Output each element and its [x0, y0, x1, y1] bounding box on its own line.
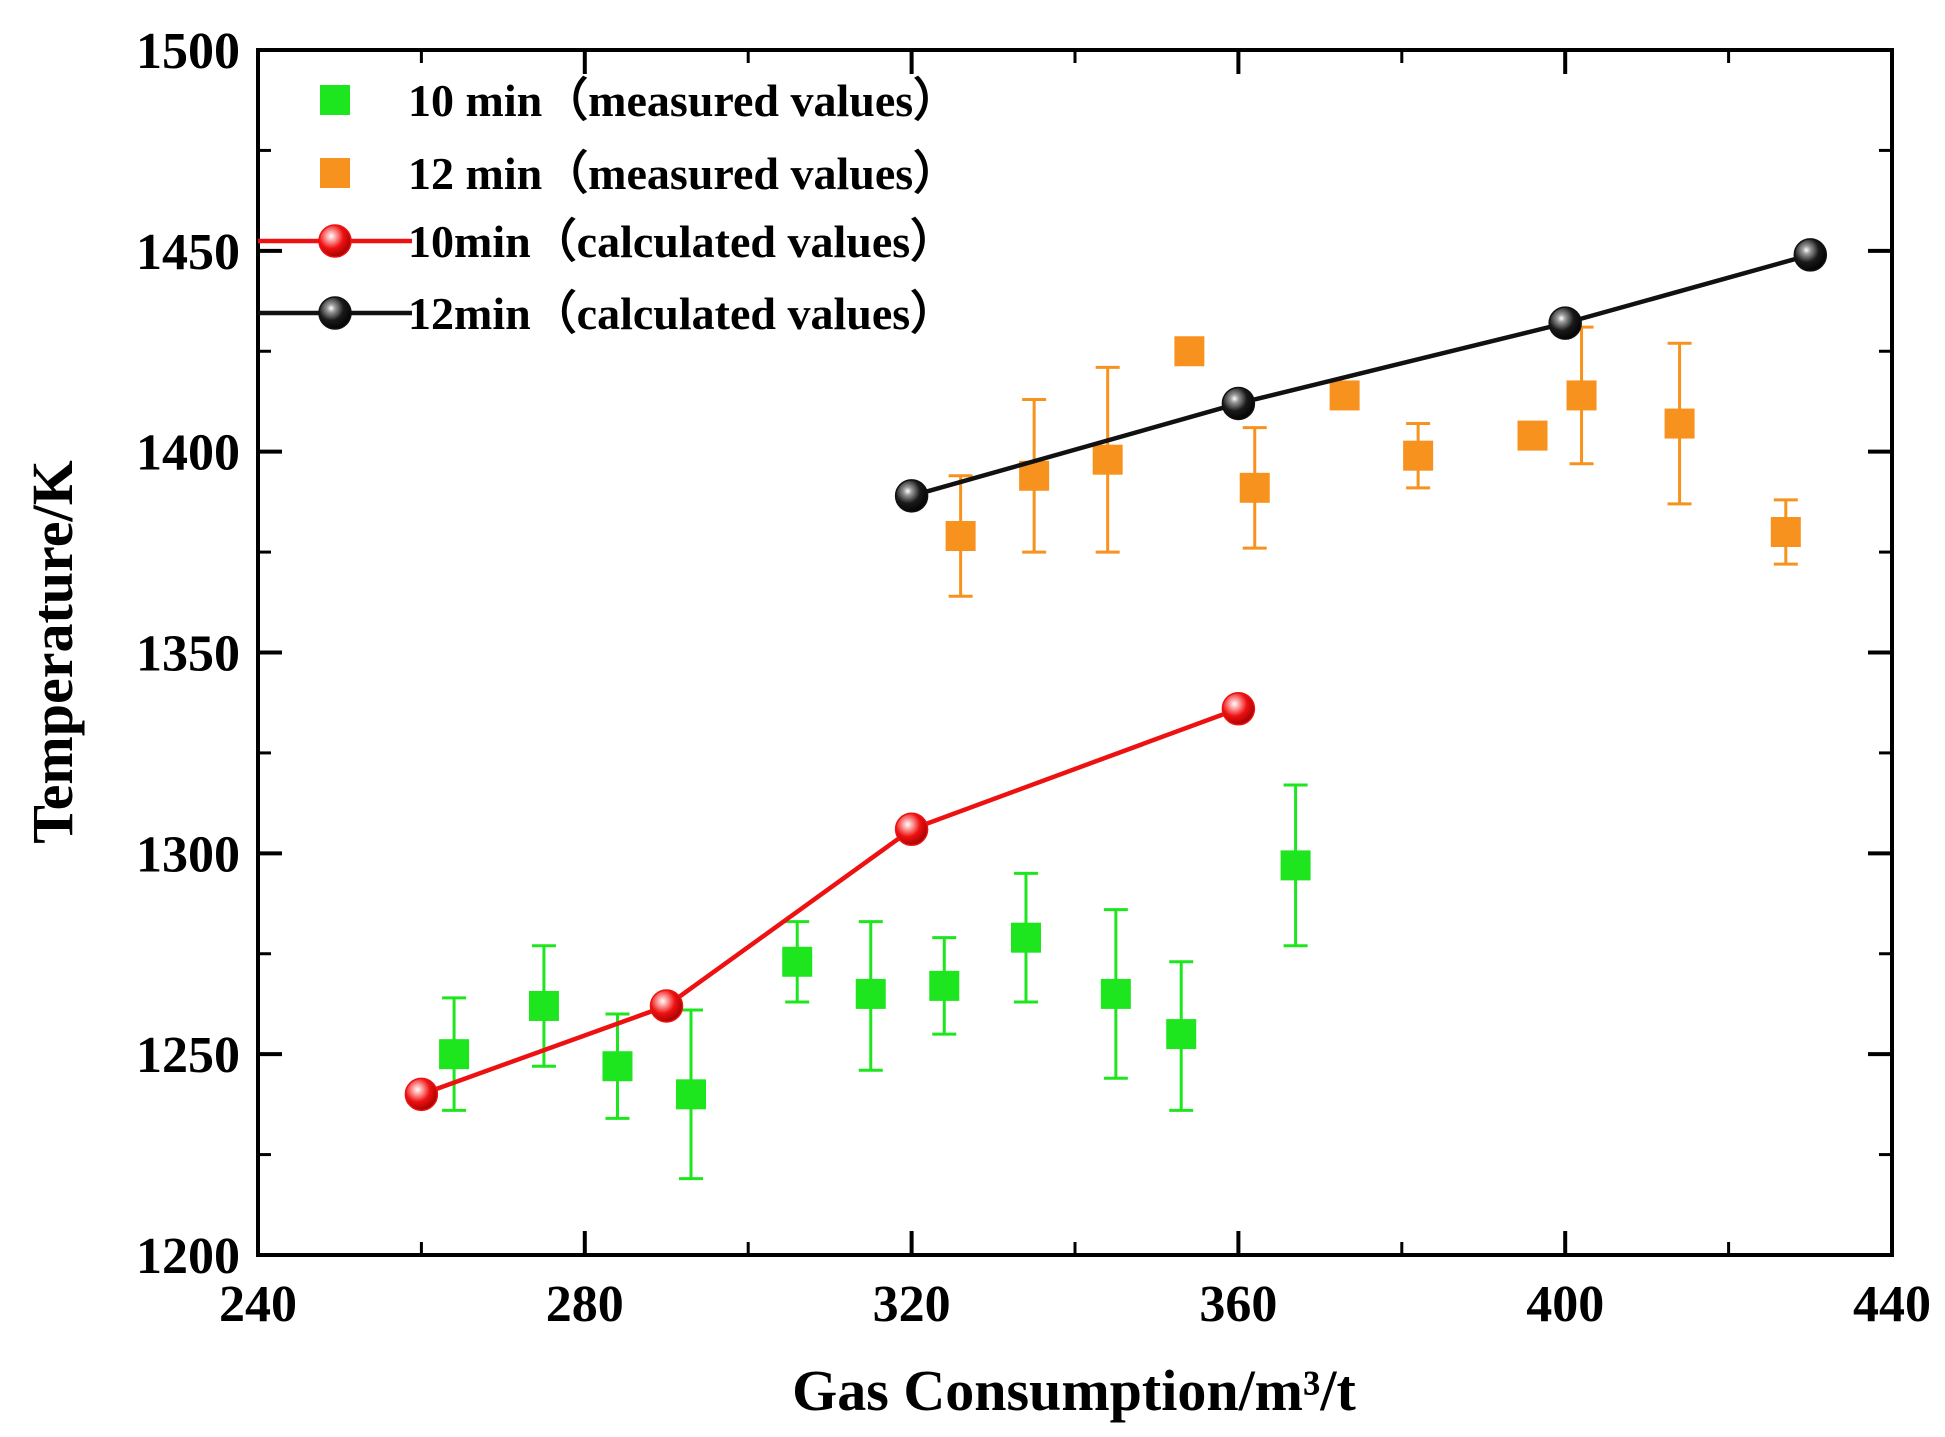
series-4 — [894, 238, 1828, 513]
y-tick-label: 1500 — [136, 23, 240, 80]
data-point — [1092, 444, 1123, 475]
data-point — [782, 946, 813, 977]
x-tick-label: 440 — [1853, 1276, 1931, 1333]
y-tick-label: 1450 — [136, 224, 240, 281]
data-point — [649, 989, 684, 1023]
x-tick-label: 400 — [1526, 1276, 1604, 1333]
legend-marker — [318, 296, 352, 330]
data-point — [1166, 1019, 1197, 1050]
data-point — [1329, 380, 1360, 411]
legend-item-3: 10min（calculated values） — [258, 216, 956, 267]
data-point — [1403, 440, 1434, 471]
data-point — [602, 1051, 633, 1082]
legend-label: 10min（calculated values） — [408, 216, 956, 267]
legend-label: 12min（calculated values） — [408, 288, 956, 339]
legend-item-4: 12min（calculated values） — [258, 288, 956, 339]
legend-label: 12 min（measured values） — [408, 148, 959, 199]
data-point — [1793, 238, 1828, 272]
legend-marker — [318, 224, 352, 258]
series-line — [910, 252, 1811, 499]
data-point — [1174, 336, 1205, 367]
data-point — [1280, 850, 1311, 881]
data-point — [855, 978, 886, 1009]
y-tick-label: 1300 — [136, 826, 240, 883]
legend-item-1: 10 min（measured values） — [320, 75, 959, 126]
y-tick-label: 1400 — [136, 425, 240, 482]
data-point — [1770, 517, 1801, 547]
legend-marker — [320, 85, 350, 115]
data-point — [1517, 420, 1548, 451]
data-point — [1221, 386, 1256, 421]
data-point — [1548, 306, 1582, 340]
data-point — [1664, 408, 1695, 439]
data-point — [894, 479, 929, 513]
data-point — [1010, 922, 1041, 953]
y-axis-title: Temperature/K — [20, 460, 85, 843]
data-point — [1566, 380, 1597, 411]
x-tick-label: 240 — [219, 1276, 297, 1333]
y-tick-label: 1350 — [136, 626, 240, 683]
series-3 — [404, 691, 1256, 1112]
legend-marker — [320, 158, 350, 188]
series-2 — [945, 325, 1801, 598]
data-point — [1221, 691, 1256, 726]
axis-ticks: 240 280 320 360 400 440 1200 1250 1300 1350 1400 14… — [136, 23, 1931, 1333]
data-point — [404, 1077, 439, 1112]
x-axis-title: Gas Consumption/m³/t — [792, 1358, 1356, 1423]
legend-item-2: 12 min（measured values） — [320, 148, 959, 199]
data-point — [1239, 472, 1270, 503]
legend-label: 10 min（measured values） — [408, 75, 959, 126]
series-1 — [439, 783, 1311, 1181]
data-point — [528, 990, 559, 1021]
data-point — [894, 812, 929, 846]
y-tick-label: 1200 — [136, 1228, 240, 1285]
plot-series — [404, 238, 1828, 1181]
data-point — [1100, 978, 1131, 1009]
legend: 10 min（measured values） 12 min（measured v… — [258, 75, 959, 339]
series-line — [420, 706, 1240, 1097]
y-tick-label: 1250 — [136, 1027, 240, 1084]
x-tick-label: 280 — [546, 1276, 624, 1333]
data-point — [676, 1079, 707, 1110]
x-tick-label: 360 — [1199, 1276, 1277, 1333]
data-point — [439, 1039, 470, 1070]
x-tick-label: 320 — [873, 1276, 951, 1333]
data-point — [929, 970, 960, 1001]
data-point — [945, 521, 976, 552]
